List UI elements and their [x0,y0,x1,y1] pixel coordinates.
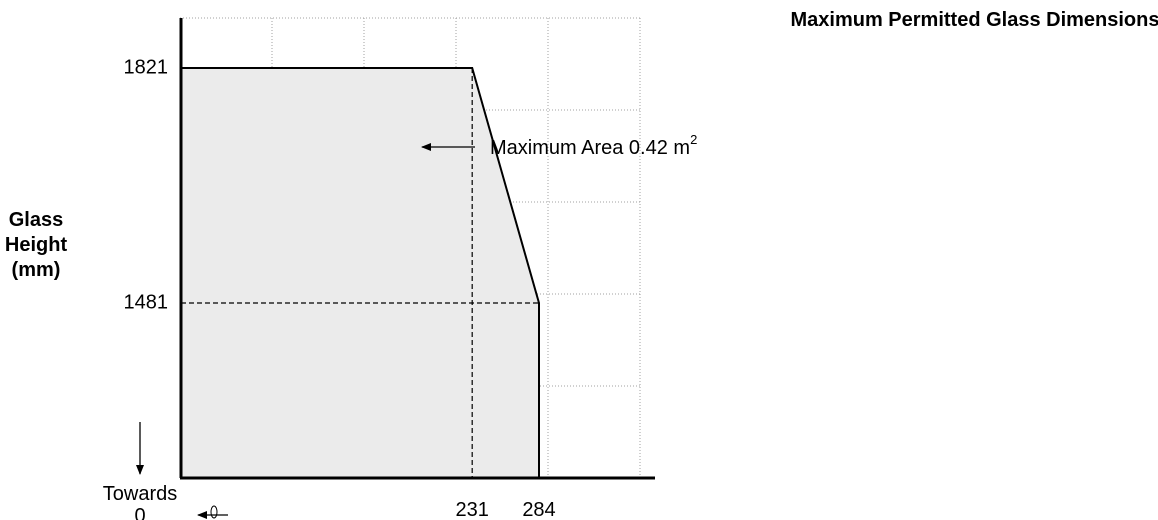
towards-zero-label: 0 [134,505,145,520]
chart-title: Maximum Permitted Glass Dimensions [790,9,1158,31]
y-tick-label: 1821 [124,56,169,78]
small-loop-icon [210,505,218,519]
y-tick-label: 1481 [124,291,169,313]
permitted-area-fill [181,68,539,478]
x-tick-label: 284 [522,499,555,520]
max-dimension-boundary [181,67,540,478]
y-axis-label: Glass Height (mm) [4,209,68,281]
annotation-superscript: 2 [690,132,697,147]
towards-label: Towards [103,483,177,505]
x-tick-label: 231 [456,499,489,520]
max-area-annotation: Maximum Area 0.42 m2 [490,132,697,159]
annotation-text: Maximum Area 0.42 m [490,137,690,159]
